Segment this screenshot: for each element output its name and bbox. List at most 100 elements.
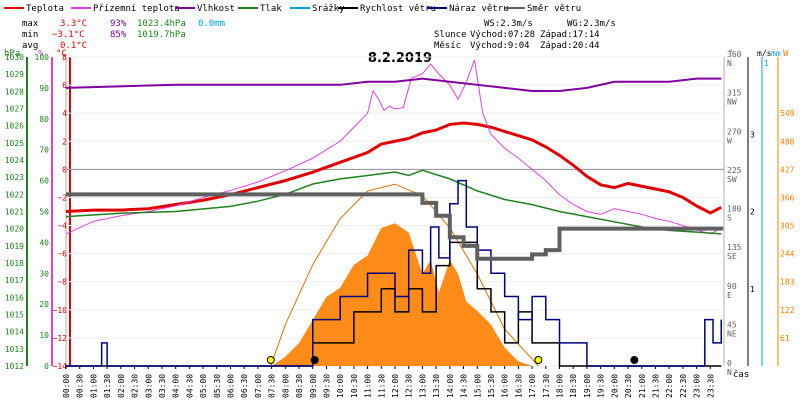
x-tick-label: 06:30 [240,374,249,398]
x-tick-label: 03:00 [144,374,153,398]
x-tick-label: 07:00 [254,374,263,398]
x-tick-label: 23:00 [693,374,702,398]
sun-elevation-curve [270,183,539,367]
x-tick-label: 16:00 [501,374,510,398]
feels-like-line [65,59,722,235]
direction-unit: ° [728,49,733,59]
humidity-tick-label: 80 [39,115,49,124]
x-tick-label: 12:30 [405,374,414,398]
x-tick-label: 20:30 [624,374,633,398]
humidity-tick-label: 50 [39,208,49,217]
stat-label-avg: avg [22,41,38,51]
pressure-unit: hPa [4,49,20,59]
x-tick-label: 04:30 [185,374,194,398]
x-tick-label: 20:00 [610,374,619,398]
stats-panel: max 3.3°C 93% 1023.4hPa 0.0mm min −3.1°C… [22,19,616,51]
temperature-tick-label: 4 [62,109,67,118]
direction-tick-label: 360 [727,50,742,59]
pressure-tick-label: 1018 [5,259,24,268]
solar-tick-label: 244 [780,250,795,259]
stat-max-temp: 3.3°C [60,19,87,29]
x-tick-label: 05:30 [213,374,222,398]
stat-sun-label: Slunce [434,30,467,40]
x-tick-label: 08:30 [295,374,304,398]
humidity-tick-label: 100 [35,53,50,62]
x-tick-label: 23:30 [706,374,715,398]
legend-label: Rychlost větru [360,4,436,14]
x-tick-label: 12:00 [391,374,400,398]
pressure-tick-label: 1016 [5,293,24,302]
x-tick-label: 01:00 [89,374,98,398]
legend-label: Srážky [312,4,345,14]
humidity-tick-label: 10 [39,331,49,340]
stat-label-max: max [22,19,39,29]
x-tick-label: 08:00 [281,374,290,398]
pressure-tick-label: 1025 [5,139,24,148]
humidity-line [65,77,722,92]
direction-compass-label: NW [727,98,737,107]
solar-tick-label: 488 [780,137,795,146]
humidity-tick-label: 0 [44,362,49,371]
x-tick-label: 19:30 [597,374,606,398]
direction-compass-label: NE [727,329,737,338]
x-tick-label: 09:30 [322,374,331,398]
temperature-tick-label: 0 [62,165,67,174]
x-tick-label: 11:00 [364,374,373,398]
temperature-unit: °C [56,49,67,59]
temperature-tick-label: −10 [53,306,68,315]
x-tick-label: 07:30 [268,374,277,398]
direction-tick-label: 225 [727,166,742,175]
solar-tick-label: 549 [780,109,795,118]
stat-min-pressure: 1019.7hPa [137,30,186,40]
x-tick-label: 00:30 [76,374,85,398]
stat-moonrise: Východ:9:04 [470,41,530,51]
x-tick-label: 02:00 [117,374,126,398]
stat-max-pressure: 1023.4hPa [137,19,186,29]
temperature-tick-label: −14 [53,362,68,371]
humidity-unit: % [38,49,44,59]
temperature-tick-label: −4 [57,222,67,231]
direction-tick-label: 135 [727,243,742,252]
x-tick-label: 04:00 [172,374,181,398]
stat-sunrise: Východ:07:28 [470,30,535,40]
x-tick-label: 09:00 [309,374,318,398]
x-tick-label: 15:30 [487,374,496,398]
x-tick-label: 10:00 [336,374,345,398]
humidity-tick-label: 60 [39,177,49,186]
x-tick-label: 13:00 [418,374,427,398]
x-tick-label: 18:30 [569,374,578,398]
legend: Teplota Přízemní teplota Vlhkost Tlak Srážky… [4,4,581,14]
stat-min-humidity: 85% [110,30,127,40]
precip-tick-label: 1 [764,59,769,68]
solar-tick-label: 61 [780,334,790,343]
x-tick-label: 21:00 [638,374,647,398]
x-tick-label: 22:00 [665,374,674,398]
pressure-tick-label: 1027 [5,105,24,114]
solar-radiation-area [271,223,533,366]
direction-compass-label: S [727,214,732,223]
x-tick-label: 11:30 [377,374,386,398]
solar-tick-label: 305 [780,222,795,231]
pressure-tick-label: 1020 [5,225,24,234]
solar-unit: W [783,49,789,59]
x-tick-label: 14:30 [460,374,469,398]
legend-label: Náraz větru [449,4,509,14]
x-axis-label: čas [733,369,749,380]
stat-max-precip: 0.0mm [198,19,225,29]
x-tick-label: 18:00 [556,374,565,398]
wind-speed-unit: m/s [757,49,772,58]
solar-tick-label: 183 [780,278,795,287]
temperature-tick-label: 8 [62,53,67,62]
x-tick-label: 22:30 [679,374,688,398]
direction-compass-label: SW [727,175,737,184]
stat-sunset: Západ:17:14 [540,30,600,40]
humidity-tick-label: 90 [39,84,49,93]
wind-speed-tick-label: 2 [750,208,755,217]
direction-compass-label: N [727,59,732,68]
legend-label: Přízemní teplota [93,4,180,14]
moonset-marker [630,356,639,364]
stat-wg: WG:2.3m/s [567,19,616,29]
stat-ws: WS:2.3m/s [484,19,533,29]
x-tick-label: 05:00 [199,374,208,398]
x-tick-label: 00:00 [62,374,71,398]
